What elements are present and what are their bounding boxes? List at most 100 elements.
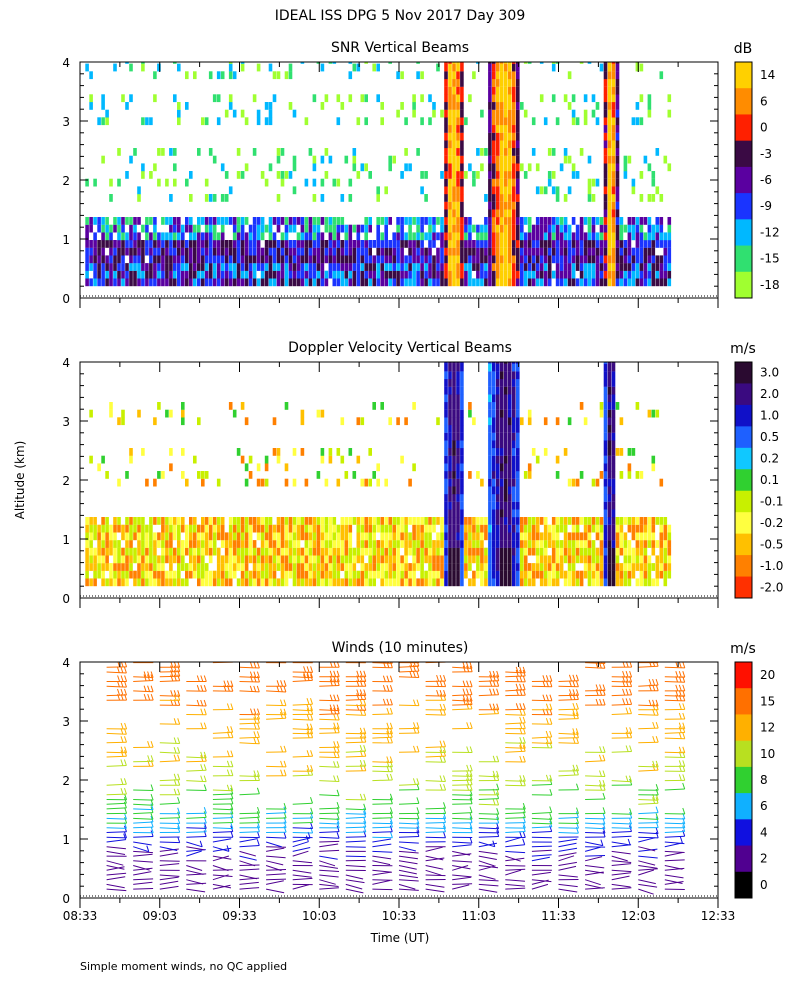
snr-cell [496,133,500,141]
snr-cell [456,263,460,271]
snr-cell [492,194,496,202]
snr-cell [173,56,177,64]
doppler-cell [492,494,496,502]
wind-barb-flag [151,785,153,791]
snr-cell [325,148,329,156]
snr-cell [616,225,620,233]
wind-barb-flag [364,794,366,800]
snr-cell [612,163,616,171]
doppler-cell [488,371,492,379]
doppler-cell [349,448,353,456]
wind-barb-flag [414,746,416,752]
wind-barb-flag [254,686,256,692]
doppler-cell [169,578,173,586]
snr-cell [476,255,480,263]
snr-cell [476,278,480,286]
doppler-cell [464,540,468,548]
doppler-cell [261,578,265,586]
doppler-cell [500,548,504,556]
snr-cell [644,278,648,286]
snr-cell [317,263,321,271]
doppler-cell [496,433,500,441]
snr-cell [488,117,492,125]
doppler-cell [444,525,448,533]
snr-cell [177,64,181,72]
doppler-cell [189,563,193,571]
snr-cell [141,248,145,256]
snr-cell [496,102,500,110]
wind-barb [346,837,366,838]
doppler-cell [229,548,233,556]
snr-cell [121,225,125,233]
doppler-cell [556,471,560,479]
snr-cell [101,102,105,110]
doppler-cell [85,517,89,525]
doppler-cell [500,509,504,517]
snr-cell [448,202,452,210]
wind-barb-flag [337,761,339,767]
doppler-cell [508,433,512,441]
wind-barb [213,794,233,795]
snr-cell [364,163,368,171]
doppler-cell [89,540,93,548]
snr-cell [241,271,245,279]
snr-cell [472,71,476,79]
snr-cell [229,102,233,110]
snr-cell [177,240,181,248]
snr-cell [604,110,608,118]
snr-cell [468,232,472,240]
doppler-cell [628,471,632,479]
wind-barb [319,841,339,842]
wind-barb [319,832,339,833]
snr-cell [532,232,536,240]
doppler-cell [293,548,297,556]
snr-cell [185,71,189,79]
snr-cell [145,248,149,256]
snr-cell [488,71,492,79]
snr-cell [416,248,420,256]
doppler-cell [153,532,157,540]
wind-barb [426,837,446,838]
doppler-cell [97,540,101,548]
snr-cell [169,271,173,279]
snr-cell [185,240,189,248]
doppler-cell [436,578,440,586]
snr-cell [329,240,333,248]
doppler-cell [380,548,384,556]
snr-cell [249,248,253,256]
snr-cell [129,232,133,240]
doppler-cell [640,532,644,540]
doppler-cell [568,578,572,586]
doppler-cell [644,540,648,548]
snr-cell [372,64,376,72]
doppler-cell [640,525,644,533]
doppler-cell [165,578,169,586]
snr-cell [444,271,448,279]
doppler-cell [516,532,520,540]
doppler-cell [612,463,616,471]
snr-cell [584,271,588,279]
doppler-cell [668,571,672,579]
snr-cell [512,110,516,118]
snr-cell [536,186,540,194]
wind-barb [505,813,525,814]
snr-cell [209,232,213,240]
snr-cell [293,248,297,256]
snr-cell [448,133,452,141]
wind-barb [319,686,339,687]
doppler-cell [600,540,604,548]
doppler-cell [456,394,460,402]
doppler-cell [608,410,612,418]
snr-cell [508,186,512,194]
wind-barb-flag [277,680,279,686]
doppler-cell [257,479,261,487]
snr-cell [504,271,508,279]
doppler-cell [628,563,632,571]
snr-cell [213,225,217,233]
snr-cell [349,240,353,248]
wind-barb [505,851,525,852]
snr-cell [448,87,452,95]
snr-cell [492,202,496,210]
doppler-cell [440,555,444,563]
wind-barb [346,742,366,743]
